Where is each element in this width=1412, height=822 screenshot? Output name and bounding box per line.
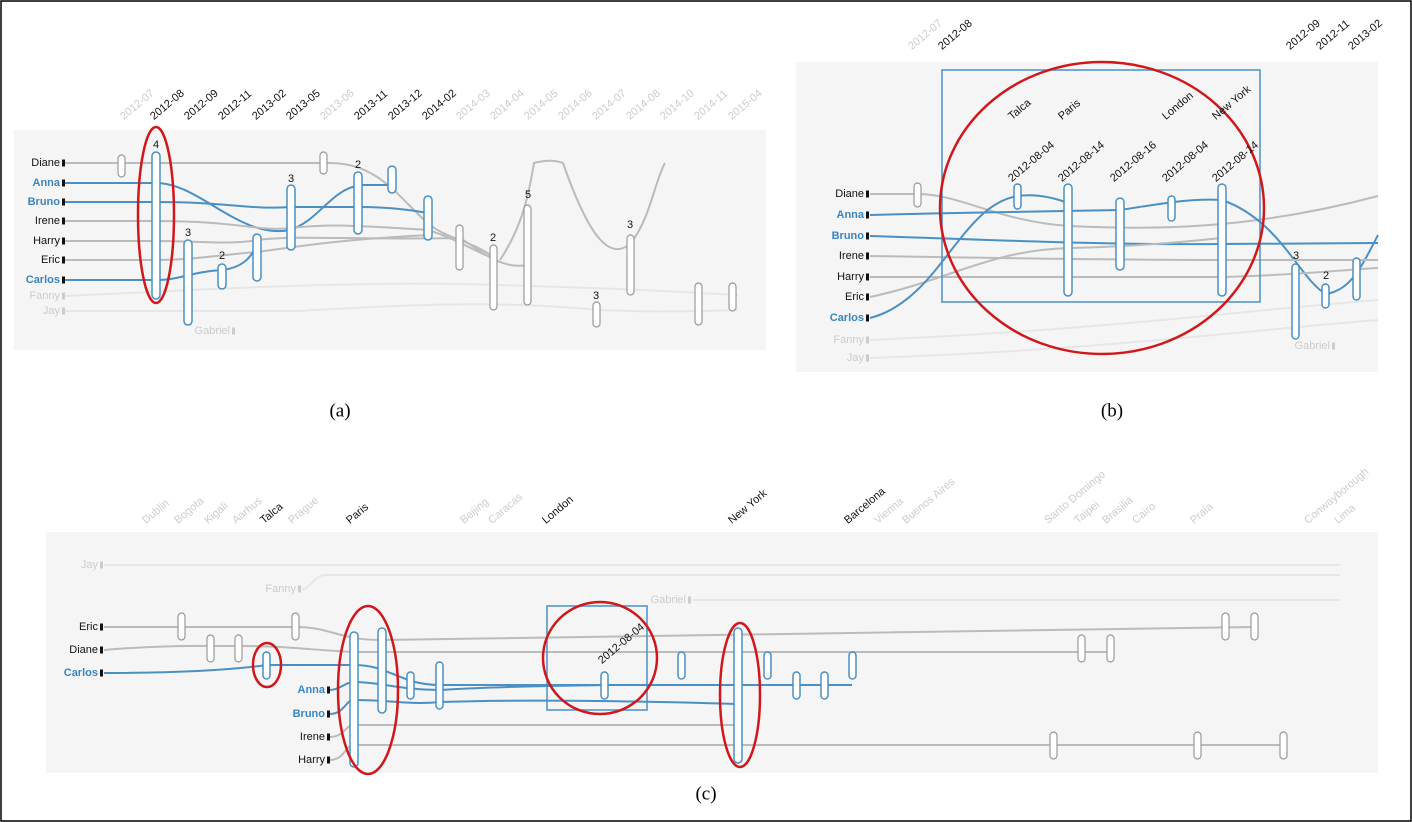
name-tick [100, 646, 103, 654]
character-name: Jay [847, 352, 865, 364]
character-name: Diane [835, 188, 864, 200]
name-tick [866, 273, 869, 281]
group-count: 3 [185, 227, 191, 239]
group-count: 3 [593, 290, 599, 302]
group-count: 3 [288, 173, 294, 185]
name-tick [327, 733, 330, 741]
character-name: Gabriel [195, 325, 230, 337]
character-name: Gabriel [1295, 340, 1330, 352]
character-name: Fanny [265, 583, 296, 595]
character-name: Bruno [293, 708, 326, 720]
character-name: Fanny [29, 290, 60, 302]
character-name: Fanny [833, 334, 864, 346]
name-tick [327, 756, 330, 764]
name-tick [62, 198, 65, 206]
character-name: Eric [79, 621, 98, 633]
name-tick [62, 276, 65, 284]
name-tick [62, 292, 65, 300]
name-tick [100, 623, 103, 631]
name-tick [866, 252, 869, 260]
name-tick [866, 354, 869, 362]
caption: (a) [329, 400, 350, 421]
group-count: 3 [627, 219, 633, 231]
name-tick [866, 293, 869, 301]
character-name: Carlos [64, 667, 98, 679]
meeting-markers [117, 151, 1361, 768]
highlight-ellipses [136, 60, 1266, 776]
name-tick [298, 585, 301, 593]
character-name: Carlos [830, 312, 864, 324]
name-tick [866, 190, 869, 198]
name-tick [866, 314, 869, 322]
name-tick [62, 256, 65, 264]
group-count: 5 [525, 189, 531, 201]
character-name: Irene [300, 731, 325, 743]
character-name: Eric [41, 254, 60, 266]
group-count: 4 [153, 139, 159, 151]
name-tick [62, 307, 65, 315]
group-count: 3 [1293, 250, 1299, 262]
name-tick [232, 327, 235, 335]
caption: (b) [1101, 400, 1123, 421]
character-name: Harry [837, 271, 864, 283]
character-name: Harry [298, 754, 325, 766]
name-tick [1332, 342, 1335, 350]
character-name: Irene [839, 250, 864, 262]
name-tick [100, 561, 103, 569]
name-tick [100, 669, 103, 677]
character-name: Bruno [28, 196, 61, 208]
character-name: Anna [298, 684, 326, 696]
character-name: Diane [69, 644, 98, 656]
name-tick [327, 710, 330, 718]
group-count: 2 [219, 250, 225, 262]
name-tick [62, 159, 65, 167]
character-name: Jay [81, 559, 99, 571]
character-name: Eric [845, 291, 864, 303]
group-count: 2 [490, 232, 496, 244]
name-tick [866, 211, 869, 219]
name-tick [327, 686, 330, 694]
name-tick [866, 232, 869, 240]
group-count: 2 [355, 159, 361, 171]
character-name: Gabriel [651, 594, 686, 606]
caption: (c) [695, 783, 716, 804]
name-tick [62, 217, 65, 225]
character-name: Anna [837, 209, 865, 221]
group-count: 2 [1323, 270, 1329, 282]
name-tick [866, 336, 869, 344]
character-name: Diane [31, 157, 60, 169]
character-name: Anna [33, 177, 61, 189]
character-name: Jay [43, 305, 61, 317]
character-name: Irene [35, 215, 60, 227]
name-tick [62, 179, 65, 187]
name-tick [688, 596, 691, 604]
character-name: Carlos [26, 274, 60, 286]
name-tick [62, 237, 65, 245]
character-name: Bruno [832, 230, 865, 242]
character-name: Harry [33, 235, 60, 247]
